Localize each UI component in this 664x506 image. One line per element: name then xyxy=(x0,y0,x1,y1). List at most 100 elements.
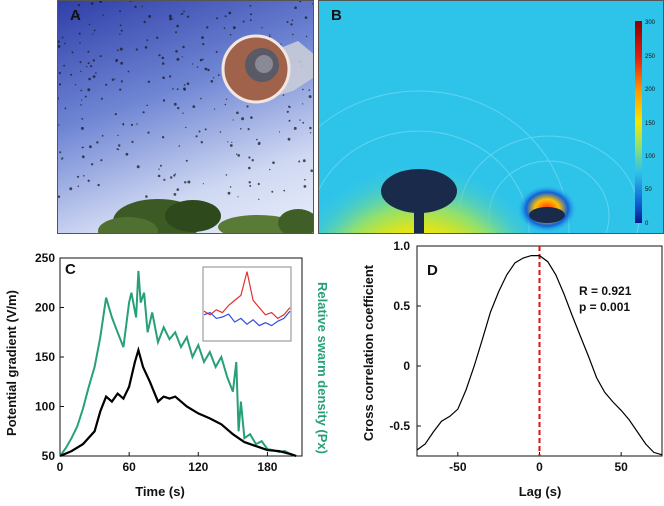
bee-dot xyxy=(282,94,285,96)
bee-dot xyxy=(119,24,122,27)
bee-dot xyxy=(119,10,121,13)
colorbar-ticks: 300 250 200 150 100 50 0 xyxy=(645,20,656,227)
bee-dot xyxy=(248,166,251,170)
y-tick-label: 250 xyxy=(35,251,55,265)
x-tick-label: 60 xyxy=(122,460,136,474)
bee-dot xyxy=(249,5,252,7)
bee-dot xyxy=(231,141,233,143)
bee-dot xyxy=(61,36,64,39)
cbar-tick: 150 xyxy=(645,121,656,127)
bee-dot xyxy=(202,43,205,46)
bee-dot xyxy=(304,16,308,19)
panel-a-photo: A xyxy=(57,0,314,234)
bee-dot xyxy=(249,19,252,22)
bee-dot xyxy=(88,23,91,26)
bee-dot xyxy=(82,146,84,149)
bee-dot xyxy=(184,181,187,184)
bee-dot xyxy=(148,15,151,18)
bee-dot xyxy=(212,77,215,79)
bee-dot xyxy=(76,175,80,178)
bee-dot xyxy=(182,112,184,114)
x-tick-label: -50 xyxy=(449,460,467,474)
bee-dot xyxy=(287,137,291,141)
bee-dot xyxy=(251,159,254,162)
bee-dot xyxy=(248,181,251,184)
bee-dot xyxy=(162,76,165,79)
bee-dot xyxy=(204,67,208,71)
colorbar xyxy=(635,21,642,223)
bee-dot xyxy=(269,34,271,36)
bee-dot xyxy=(206,26,209,29)
bee-dot xyxy=(195,135,198,138)
bee-dot xyxy=(269,168,271,171)
potential-gradient-line xyxy=(59,346,297,458)
bee-dot xyxy=(80,70,82,73)
cbar-tick: 100 xyxy=(645,154,656,160)
bee-dot xyxy=(250,116,253,119)
bee-dot xyxy=(100,159,103,162)
swarm-photo xyxy=(58,1,313,233)
bee-dot xyxy=(216,17,219,20)
bee-dot xyxy=(246,105,249,108)
bee-dot xyxy=(248,156,251,159)
swarm-density-line xyxy=(59,270,297,457)
bee-dot xyxy=(192,63,194,65)
bee-dot xyxy=(156,36,159,39)
bee-dot xyxy=(80,104,82,106)
bee-dot xyxy=(178,145,181,147)
bee-dot xyxy=(302,121,305,124)
bee-dot xyxy=(310,169,313,172)
bee-dot xyxy=(257,142,261,146)
field-hotspot-large xyxy=(319,91,539,233)
bee-dot xyxy=(237,154,240,157)
bee-dot xyxy=(283,189,286,192)
y-tick-label: 200 xyxy=(35,301,55,315)
bee-dot xyxy=(102,14,104,16)
bee-dot xyxy=(236,111,239,115)
bee-dot xyxy=(302,103,304,105)
bee-dot xyxy=(185,159,188,162)
bee-dot xyxy=(187,180,191,184)
bee-dot xyxy=(202,183,204,185)
bee-dot xyxy=(74,84,77,86)
bee-dot xyxy=(219,131,222,133)
bee-dot xyxy=(291,19,294,22)
bee-dot xyxy=(181,12,184,15)
bee-dot xyxy=(114,113,117,116)
bee-dot xyxy=(229,186,232,188)
bee-dot xyxy=(202,58,204,61)
bee-dot xyxy=(159,164,162,167)
bee-dot xyxy=(217,74,220,76)
bee-dot xyxy=(114,78,116,80)
bee-dot xyxy=(81,118,84,120)
bee-dot xyxy=(87,62,90,65)
bee-dot xyxy=(136,165,140,169)
bee-dot xyxy=(70,73,73,76)
bee-dot xyxy=(210,80,214,83)
bee-dot xyxy=(172,18,174,20)
bee-dot xyxy=(232,119,234,121)
bee-dot xyxy=(242,20,245,23)
bee-dot xyxy=(169,75,172,78)
bee-dot xyxy=(170,176,173,179)
bee-dot xyxy=(61,158,63,160)
bee-dot xyxy=(99,55,102,58)
x-tick-label: 180 xyxy=(257,460,277,474)
bee-dot xyxy=(172,88,174,90)
inset-frame xyxy=(202,266,292,342)
bee-dot xyxy=(289,106,291,108)
bee-dot xyxy=(183,10,185,13)
bee-dot xyxy=(173,174,176,177)
bee-dot xyxy=(187,15,190,18)
bee-dot xyxy=(93,29,96,32)
bee-dot xyxy=(163,178,166,181)
bee-dot xyxy=(256,138,258,141)
y-tick-label: 0 xyxy=(403,359,410,373)
cbar-tick: 0 xyxy=(645,221,649,227)
bee-dot xyxy=(92,59,95,62)
bee-dot xyxy=(302,159,306,163)
bee-dot xyxy=(147,80,151,84)
bee-dot xyxy=(224,103,227,106)
correlation-r: R = 0.921 xyxy=(579,284,632,298)
bee-dot xyxy=(144,46,148,49)
